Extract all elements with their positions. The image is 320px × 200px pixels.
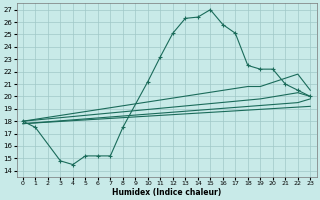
X-axis label: Humidex (Indice chaleur): Humidex (Indice chaleur)	[112, 188, 221, 197]
